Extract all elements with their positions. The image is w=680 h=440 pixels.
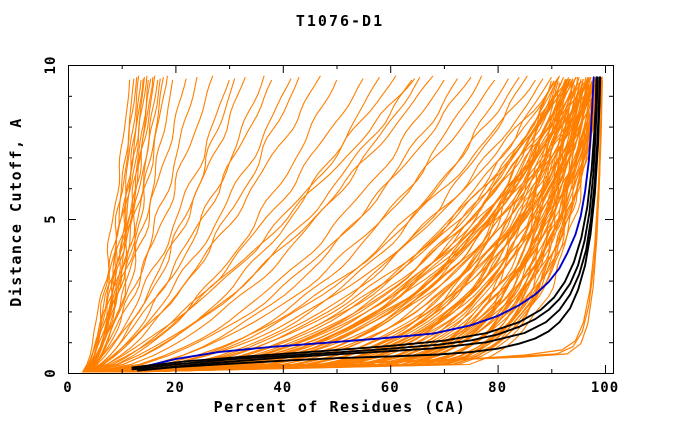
model-curve <box>82 77 579 373</box>
model-curve <box>81 79 495 373</box>
model-curve <box>84 78 187 373</box>
model-curve <box>84 79 413 373</box>
model-curve <box>82 77 603 373</box>
model-curve <box>84 78 566 373</box>
model-curve <box>85 78 415 373</box>
highlight-model-curve <box>142 76 595 368</box>
y-tick-label: 0 <box>43 368 59 377</box>
y-tick-label: 5 <box>43 214 59 223</box>
model-curve <box>81 84 600 373</box>
model-curve <box>81 78 144 373</box>
model-curve <box>82 77 596 373</box>
reference-curve <box>136 76 602 372</box>
model-curve <box>82 78 236 373</box>
model-curve <box>82 79 445 373</box>
model-curve <box>85 75 528 373</box>
model-curve <box>86 82 568 373</box>
model-curve <box>85 80 601 373</box>
model-curve <box>81 78 292 373</box>
model-curve <box>82 75 397 373</box>
model-curve <box>85 80 593 373</box>
model-curve <box>86 79 536 373</box>
model-curve <box>86 82 602 373</box>
model-curve <box>86 77 421 373</box>
model-curve <box>82 77 300 373</box>
orange-model-curves <box>81 75 603 373</box>
chart-title: T1076-D1 <box>295 12 385 30</box>
axis-frame <box>68 65 614 374</box>
model-curve <box>85 77 472 373</box>
model-curve <box>84 77 520 373</box>
model-curve <box>86 82 562 373</box>
model-curve <box>84 75 560 373</box>
x-tick-label: 80 <box>488 380 507 396</box>
model-curve <box>81 79 230 373</box>
model-curve <box>82 78 509 373</box>
model-curve <box>81 78 544 373</box>
model-curve <box>85 75 140 373</box>
y-tick-label: 10 <box>43 56 59 75</box>
model-curve <box>81 84 575 373</box>
model-curve <box>81 84 590 373</box>
model-curve <box>86 82 560 373</box>
model-curve <box>82 77 570 373</box>
reference-curve <box>131 76 599 371</box>
model-curve <box>81 79 131 373</box>
model-curve <box>81 75 168 373</box>
model-curve <box>85 75 265 373</box>
model-curve <box>84 77 246 373</box>
model-curve <box>85 77 198 373</box>
model-curve <box>84 78 458 373</box>
model-curve <box>84 79 159 373</box>
model-curve <box>85 78 161 373</box>
model-curve <box>81 75 434 373</box>
model-curve <box>84 75 321 373</box>
model-curve <box>81 77 154 373</box>
model-curve <box>86 82 566 373</box>
model-curve <box>86 79 273 373</box>
model-curve-outlier <box>421 79 603 363</box>
x-axis-label: Percent of Residues (CA) <box>213 398 467 416</box>
reference-curve <box>142 76 601 371</box>
model-curve <box>86 78 574 373</box>
model-curve <box>85 79 568 373</box>
model-curve <box>84 78 571 373</box>
model-curve <box>82 79 174 373</box>
model-curve <box>82 77 145 373</box>
model-curve <box>86 75 214 373</box>
x-tick-label: 0 <box>63 380 72 396</box>
model-curve <box>85 79 338 373</box>
tick-labels: 0 20 40 60 80 100 0 5 10 <box>43 56 619 396</box>
x-tick-label: 60 <box>381 380 400 396</box>
model-curve <box>85 80 552 373</box>
x-tick-label: 20 <box>166 380 185 396</box>
model-curve <box>85 80 597 373</box>
model-curve <box>82 75 156 373</box>
model-curve <box>81 84 600 373</box>
reference-model-curves <box>131 76 602 372</box>
highlight-curve <box>142 76 595 368</box>
curves-layer <box>81 75 603 373</box>
model-curve <box>84 78 596 373</box>
reference-curve <box>131 76 598 369</box>
x-tick-label: 100 <box>591 380 619 396</box>
model-curve-outlier <box>174 79 603 370</box>
x-tick-label: 40 <box>273 380 292 396</box>
